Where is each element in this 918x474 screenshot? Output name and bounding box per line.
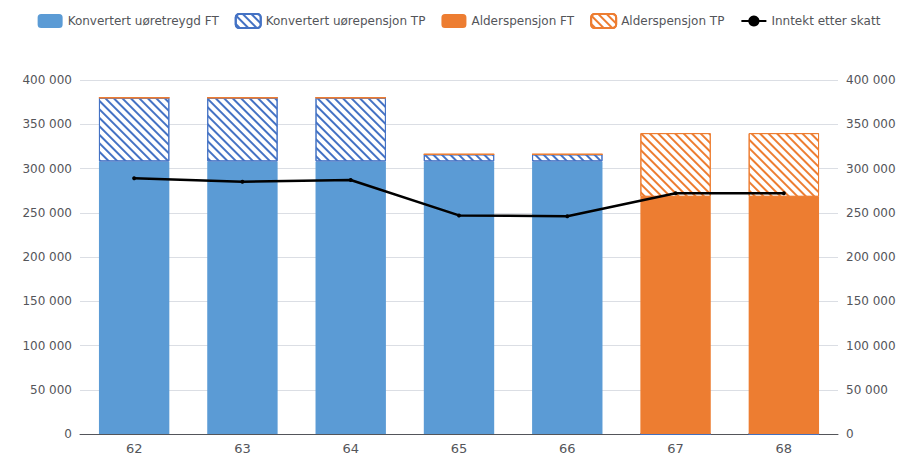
svg-text:350 000: 350 000 xyxy=(22,117,72,131)
svg-text:250 000: 250 000 xyxy=(846,206,896,220)
svg-text:64: 64 xyxy=(342,441,359,456)
svg-text:50 000: 50 000 xyxy=(846,383,888,397)
svg-text:Inntekt etter skatt: Inntekt etter skatt xyxy=(771,14,880,28)
svg-text:200 000: 200 000 xyxy=(22,250,72,264)
svg-text:150 000: 150 000 xyxy=(22,294,72,308)
svg-text:Alderspensjon FT: Alderspensjon FT xyxy=(471,14,574,28)
svg-text:400 000: 400 000 xyxy=(22,73,72,87)
svg-text:0: 0 xyxy=(846,427,854,441)
svg-text:100 000: 100 000 xyxy=(22,339,72,353)
svg-text:350 000: 350 000 xyxy=(846,117,896,131)
svg-text:Alderspensjon TP: Alderspensjon TP xyxy=(621,14,724,28)
svg-text:100 000: 100 000 xyxy=(846,339,896,353)
svg-text:150 000: 150 000 xyxy=(846,294,896,308)
svg-text:62: 62 xyxy=(126,441,143,456)
svg-text:300 000: 300 000 xyxy=(846,162,896,176)
svg-text:65: 65 xyxy=(451,441,468,456)
svg-text:68: 68 xyxy=(776,441,793,456)
svg-text:50 000: 50 000 xyxy=(30,383,72,397)
svg-text:200 000: 200 000 xyxy=(846,250,896,264)
svg-text:0: 0 xyxy=(64,427,72,441)
svg-text:300 000: 300 000 xyxy=(22,162,72,176)
svg-text:67: 67 xyxy=(667,441,684,456)
svg-text:63: 63 xyxy=(234,441,251,456)
svg-text:Konvertert uøretreygd FT: Konvertert uøretreygd FT xyxy=(68,14,220,28)
svg-text:66: 66 xyxy=(559,441,576,456)
svg-text:250 000: 250 000 xyxy=(22,206,72,220)
svg-text:Konvertert uørepensjon TP: Konvertert uørepensjon TP xyxy=(266,14,426,28)
svg-text:400 000: 400 000 xyxy=(846,73,896,87)
